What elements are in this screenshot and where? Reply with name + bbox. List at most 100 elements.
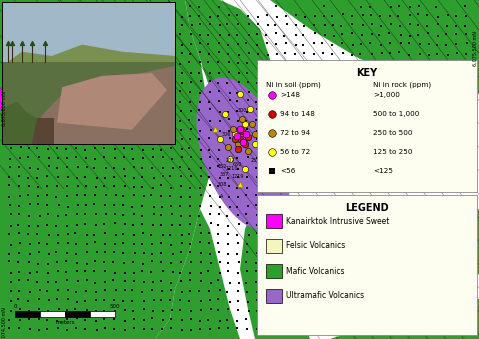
Point — [268, 149, 276, 155]
Point — [100, 221, 107, 227]
Point — [233, 99, 240, 104]
Point — [243, 241, 251, 246]
Point — [413, 97, 421, 102]
Point — [356, 51, 364, 57]
Point — [328, 128, 336, 133]
Point — [46, 163, 53, 169]
Point — [397, 98, 404, 103]
Point — [46, 232, 53, 237]
Point — [63, 307, 70, 313]
Point — [186, 289, 194, 294]
Point — [54, 174, 62, 179]
Point — [301, 128, 309, 133]
Point — [388, 109, 395, 114]
Point — [196, 185, 204, 191]
Point — [15, 211, 23, 216]
Point — [83, 241, 91, 246]
Point — [443, 31, 450, 36]
Point — [167, 260, 174, 265]
Polygon shape — [240, 199, 310, 339]
Point — [444, 12, 452, 17]
Point — [119, 298, 127, 303]
Point — [185, 59, 193, 65]
Point — [309, 182, 317, 188]
Point — [44, 147, 52, 152]
Point — [357, 147, 365, 153]
Point — [215, 13, 222, 18]
Point — [27, 290, 34, 295]
Point — [206, 182, 214, 188]
Point — [176, 32, 184, 37]
Point — [43, 317, 50, 322]
Point — [168, 316, 175, 322]
Point — [169, 223, 176, 228]
Point — [64, 297, 72, 302]
Point — [92, 222, 100, 227]
Point — [216, 318, 224, 324]
Point — [119, 251, 127, 256]
Point — [348, 183, 355, 188]
Point — [281, 80, 289, 85]
Point — [178, 233, 186, 238]
Point — [196, 90, 204, 95]
Point — [252, 192, 260, 197]
Point — [109, 260, 117, 265]
Point — [442, 138, 450, 143]
Point — [388, 156, 395, 161]
Bar — [40, 311, 65, 317]
Point — [416, 51, 424, 56]
Point — [238, 116, 246, 122]
Point — [110, 326, 117, 332]
Point — [442, 144, 450, 150]
Point — [266, 146, 274, 152]
Point — [207, 280, 215, 285]
Point — [45, 308, 52, 314]
Point — [139, 230, 147, 235]
Point — [319, 117, 326, 122]
Point — [253, 297, 261, 302]
Point — [311, 31, 319, 36]
Point — [368, 127, 376, 132]
Point — [206, 252, 214, 257]
Point — [54, 241, 62, 246]
Point — [376, 154, 384, 160]
Point — [292, 126, 299, 132]
Point — [445, 61, 452, 67]
Point — [4, 40, 12, 46]
Point — [206, 78, 214, 84]
Point — [253, 136, 261, 142]
Point — [187, 259, 195, 264]
Point — [148, 165, 155, 171]
Point — [121, 261, 128, 266]
Point — [310, 165, 318, 170]
Point — [245, 32, 253, 38]
Point — [367, 147, 375, 153]
Point — [271, 99, 279, 104]
Point — [283, 118, 291, 123]
Point — [234, 174, 241, 179]
Point — [81, 193, 89, 198]
Point — [292, 59, 299, 65]
Text: <125: <125 — [373, 168, 393, 174]
Point — [331, 33, 338, 39]
Point — [245, 308, 252, 314]
Point — [306, 141, 314, 147]
Point — [310, 52, 318, 57]
Point — [405, 175, 413, 181]
Point — [34, 279, 41, 284]
Point — [207, 260, 215, 266]
Point — [337, 23, 345, 28]
Point — [359, 99, 367, 105]
Point — [148, 251, 156, 256]
Point — [140, 279, 148, 284]
Point — [167, 203, 175, 209]
Point — [5, 252, 13, 257]
Point — [291, 80, 299, 85]
Point — [216, 128, 224, 133]
Point — [433, 42, 441, 47]
Point — [272, 68, 280, 74]
Point — [121, 183, 129, 188]
Point — [328, 51, 335, 57]
Point — [15, 183, 23, 189]
Point — [7, 145, 15, 150]
